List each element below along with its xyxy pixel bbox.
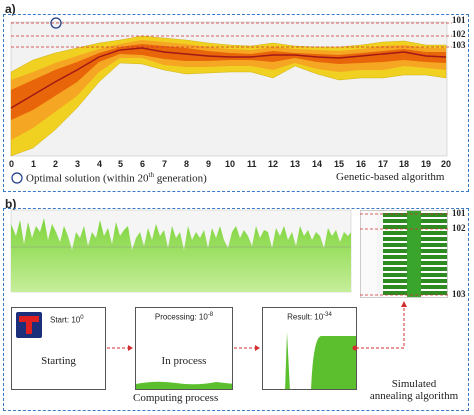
x-tick: 18 (399, 159, 410, 169)
level-label-101-a: 101 (452, 15, 466, 25)
level-label-101-b: 101 (452, 208, 466, 218)
step-caption: Starting (41, 355, 76, 367)
x-tick: 8 (184, 159, 190, 169)
x-tick: 15 (334, 159, 345, 169)
panel-a-frame (3, 14, 469, 192)
simulated-annealing-label: Simulated annealing algorithm (369, 378, 459, 402)
mean-line (10, 47, 447, 109)
energy-fill (11, 218, 351, 292)
panel-b-frame (3, 208, 469, 411)
x-tick: 14 (312, 159, 323, 169)
mid-band (11, 40, 446, 140)
step-caption: In process (161, 355, 207, 367)
step-title: Result: 10-34 (287, 312, 332, 322)
x-tick: 9 (206, 159, 212, 169)
x-tick: 0 (9, 159, 15, 169)
x-tick: 7 (162, 159, 168, 169)
level-stripe-plot (360, 210, 448, 298)
x-tick: 2 (53, 159, 59, 169)
x-tick: 1 (31, 159, 37, 169)
step-title: Processing: 10-8 (154, 312, 214, 322)
step-title: Start: 100 (50, 315, 84, 325)
computing-process-label: Computing process (133, 392, 219, 404)
legend-circle-icon (11, 172, 23, 184)
genetic-algorithm-chart (10, 17, 452, 184)
x-tick: 11 (247, 159, 257, 169)
step-result-box: Result: 10-34 (262, 307, 357, 390)
step-starting-box: Start: 100 Starting (11, 307, 106, 390)
genetic-algorithm-label: Genetic-based algorithm (336, 171, 445, 183)
start-icon (16, 312, 42, 338)
level-label-102-b: 102 (452, 223, 466, 233)
level-label-103-b: 103 (452, 289, 466, 299)
x-tick: 3 (75, 159, 81, 169)
level-label-103-a: 103 (452, 40, 466, 50)
process-thumbnail (136, 381, 232, 389)
optimal-solution-marker (50, 17, 62, 29)
x-tick: 19 (421, 159, 432, 169)
x-tick: 10 (225, 159, 236, 169)
stripe-level-lines (360, 213, 450, 296)
step-process-box: Processing: 10-8 In process (135, 307, 233, 390)
x-tick: 20 (441, 159, 452, 169)
panel-a-label: a) (5, 2, 16, 16)
level-label-102-a: 102 (452, 29, 466, 39)
x-tick: 4 (97, 159, 103, 169)
legend-optimal-solution: Optimal solution (within 20th generation… (26, 171, 207, 185)
result-thumbnail (285, 332, 356, 389)
x-tick: 17 (378, 159, 389, 169)
x-tick: 5 (118, 159, 124, 169)
inner-band (11, 44, 446, 120)
annealing-energy-plot (10, 209, 352, 293)
x-tick: 6 (140, 159, 146, 169)
stripe-center (407, 211, 421, 297)
panel-b-label: b) (5, 197, 17, 211)
x-tick: 12 (268, 159, 279, 169)
x-tick: 16 (356, 159, 367, 169)
x-tick: 13 (290, 159, 301, 169)
